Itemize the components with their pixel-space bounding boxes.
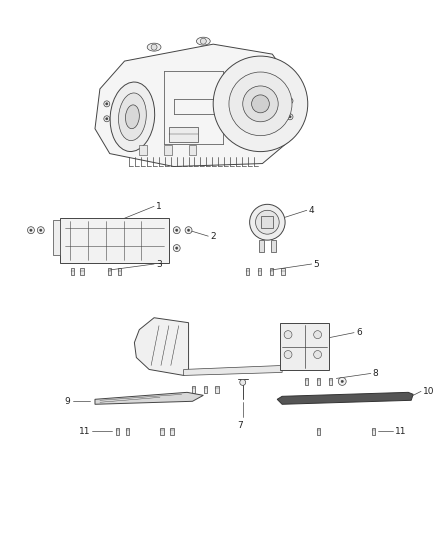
Polygon shape (95, 44, 297, 166)
Circle shape (284, 351, 292, 359)
Bar (108, 269, 112, 276)
Ellipse shape (119, 93, 146, 141)
Text: 8: 8 (373, 369, 378, 378)
Bar (269, 269, 273, 276)
Bar (60, 218, 169, 263)
Bar (215, 386, 219, 393)
Bar (280, 322, 329, 370)
Bar (281, 269, 285, 276)
Bar (305, 378, 308, 385)
Bar (169, 127, 198, 142)
Text: 7: 7 (237, 421, 243, 430)
Circle shape (30, 229, 32, 231)
Bar (204, 386, 207, 393)
Text: 11: 11 (78, 426, 90, 435)
Circle shape (314, 330, 321, 338)
Ellipse shape (125, 105, 139, 128)
Polygon shape (184, 366, 282, 375)
Circle shape (287, 114, 293, 120)
Text: 2: 2 (210, 232, 216, 241)
Bar (81, 269, 84, 276)
Bar (126, 427, 129, 434)
Bar (116, 427, 119, 434)
Bar (118, 269, 121, 276)
Text: 3: 3 (156, 260, 162, 269)
Circle shape (173, 245, 180, 252)
Circle shape (173, 227, 180, 233)
Polygon shape (95, 392, 203, 404)
Bar (372, 427, 375, 434)
Text: 11: 11 (396, 426, 407, 435)
Circle shape (229, 72, 292, 136)
Circle shape (104, 101, 110, 107)
Circle shape (251, 95, 269, 113)
Bar (188, 144, 196, 155)
Bar (328, 378, 332, 385)
Polygon shape (277, 392, 413, 404)
Circle shape (240, 379, 246, 385)
Bar (271, 240, 276, 252)
Circle shape (39, 229, 42, 231)
Circle shape (28, 227, 35, 233)
Circle shape (176, 229, 178, 231)
Bar (170, 427, 173, 434)
Ellipse shape (110, 82, 155, 151)
Text: 1: 1 (156, 202, 162, 211)
Circle shape (287, 98, 293, 104)
Circle shape (176, 247, 178, 249)
Bar (53, 220, 60, 255)
Circle shape (200, 38, 206, 44)
Text: 5: 5 (314, 260, 319, 269)
Circle shape (213, 56, 308, 151)
Ellipse shape (196, 37, 210, 45)
Bar (192, 386, 195, 393)
Circle shape (151, 44, 157, 50)
Text: 6: 6 (356, 328, 362, 337)
Circle shape (37, 227, 44, 233)
Circle shape (104, 116, 110, 122)
Text: 4: 4 (309, 206, 314, 215)
Circle shape (338, 377, 346, 385)
Bar (317, 427, 320, 434)
Bar (259, 240, 264, 252)
Circle shape (187, 229, 190, 231)
Bar (258, 269, 261, 276)
Circle shape (106, 118, 108, 120)
Circle shape (289, 116, 291, 118)
Circle shape (314, 351, 321, 359)
Circle shape (185, 227, 192, 233)
Circle shape (250, 204, 285, 240)
Circle shape (284, 330, 292, 338)
Ellipse shape (147, 43, 161, 51)
Bar (164, 144, 172, 155)
Circle shape (289, 100, 291, 102)
Circle shape (243, 86, 278, 122)
Bar (246, 269, 249, 276)
Circle shape (106, 103, 108, 105)
Bar (160, 427, 164, 434)
Bar (71, 269, 74, 276)
Bar (317, 378, 320, 385)
Polygon shape (134, 318, 188, 375)
Text: 10: 10 (423, 387, 434, 396)
Text: 9: 9 (64, 397, 71, 406)
Circle shape (341, 380, 343, 383)
Circle shape (255, 211, 279, 234)
Bar (139, 144, 147, 155)
Bar (261, 216, 273, 228)
